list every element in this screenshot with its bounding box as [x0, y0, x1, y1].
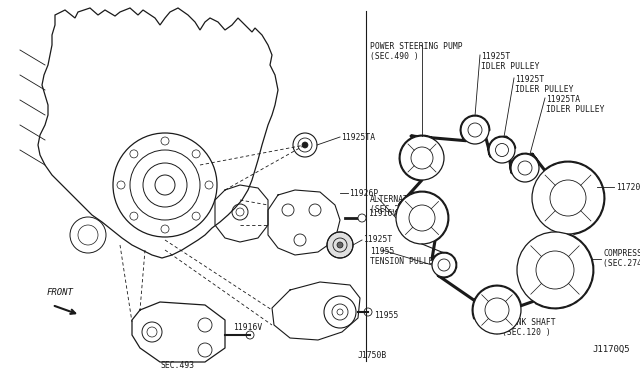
Circle shape [327, 232, 353, 258]
Text: J1750B: J1750B [358, 350, 387, 359]
Circle shape [358, 214, 366, 222]
Circle shape [337, 242, 343, 248]
Circle shape [511, 154, 539, 182]
Circle shape [400, 136, 444, 180]
Polygon shape [399, 116, 604, 318]
Circle shape [432, 253, 456, 277]
Text: 11926P: 11926P [349, 189, 378, 198]
Text: POWER STEERING PUMP
(SEC.490 ): POWER STEERING PUMP (SEC.490 ) [370, 42, 463, 61]
Text: FRONT: FRONT [47, 288, 74, 297]
Text: 11955: 11955 [374, 311, 398, 320]
Text: COMPRESSOR
(SEC.274 ): COMPRESSOR (SEC.274 ) [603, 249, 640, 268]
Circle shape [302, 142, 308, 148]
Circle shape [489, 137, 515, 163]
Circle shape [396, 192, 448, 244]
Text: 11925TA
IDLER PULLEY: 11925TA IDLER PULLEY [546, 95, 605, 115]
Text: CRANK SHAFT
(SEC.120 ): CRANK SHAFT (SEC.120 ) [502, 318, 556, 337]
Circle shape [517, 232, 593, 308]
Text: 11925TA: 11925TA [341, 132, 375, 141]
Text: 11925T
IDLER PULLEY: 11925T IDLER PULLEY [481, 52, 540, 71]
Text: 11916V: 11916V [368, 209, 397, 218]
Text: 11720N: 11720N [616, 183, 640, 192]
Text: 11925T
IDLER PULLEY: 11925T IDLER PULLEY [515, 75, 573, 94]
Text: SEC.493: SEC.493 [161, 361, 195, 370]
Text: 11925T: 11925T [363, 235, 392, 244]
Text: 11916V: 11916V [233, 323, 262, 331]
Circle shape [473, 286, 521, 334]
Text: ALTERNATOR
(SEC.231 ): ALTERNATOR (SEC.231 ) [370, 195, 419, 214]
Circle shape [461, 116, 489, 144]
Text: J1170Q5: J1170Q5 [593, 345, 630, 354]
Text: 11955
TENSION PULLEY: 11955 TENSION PULLEY [370, 247, 438, 266]
Circle shape [532, 162, 604, 234]
